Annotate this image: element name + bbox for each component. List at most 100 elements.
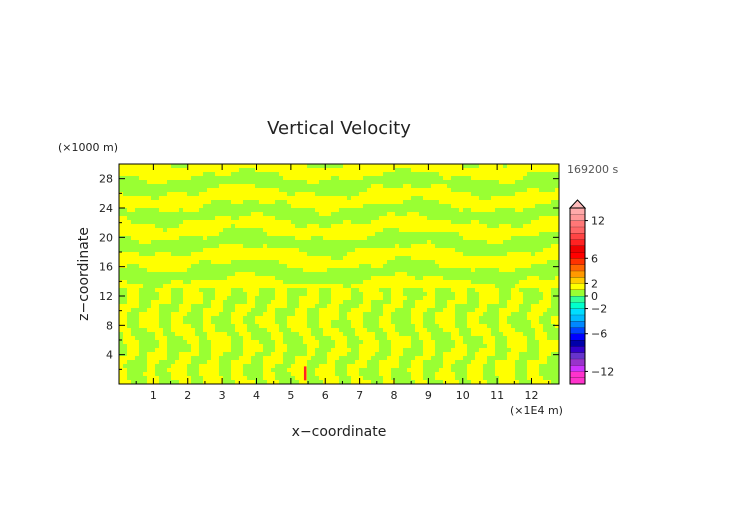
heatmap-cell bbox=[171, 380, 176, 385]
heatmap-cell bbox=[335, 196, 340, 201]
heatmap-cell bbox=[271, 340, 276, 345]
heatmap-cell bbox=[447, 184, 452, 189]
heatmap-cell bbox=[171, 364, 176, 369]
heatmap-cell bbox=[391, 372, 396, 377]
heatmap-cell bbox=[459, 344, 464, 349]
heatmap-cell bbox=[243, 184, 248, 189]
heatmap-cell bbox=[251, 236, 256, 241]
heatmap-cell bbox=[467, 260, 472, 265]
heatmap-cell bbox=[259, 308, 264, 313]
heatmap-cell bbox=[215, 344, 220, 349]
heatmap-cell bbox=[123, 260, 128, 265]
heatmap-cell bbox=[327, 180, 332, 185]
heatmap-cell bbox=[255, 200, 260, 205]
heatmap-cell bbox=[299, 356, 304, 361]
heatmap-cell bbox=[163, 328, 168, 333]
heatmap-cell bbox=[235, 212, 240, 217]
heatmap-cell bbox=[335, 228, 340, 233]
heatmap-cell bbox=[375, 340, 380, 345]
heatmap-cell bbox=[235, 224, 240, 229]
heatmap-cell bbox=[271, 176, 276, 181]
heatmap-cell bbox=[215, 252, 220, 257]
heatmap-cell bbox=[283, 176, 288, 181]
heatmap-cell bbox=[355, 296, 360, 301]
heatmap-cell bbox=[279, 172, 284, 177]
heatmap-cell bbox=[283, 220, 288, 225]
heatmap-cell bbox=[251, 376, 256, 381]
heatmap-cell bbox=[235, 188, 240, 193]
heatmap-cell bbox=[323, 204, 328, 209]
heatmap-cell bbox=[195, 364, 200, 369]
heatmap-cell bbox=[299, 184, 304, 189]
heatmap-cell bbox=[215, 260, 220, 265]
heatmap-cell bbox=[351, 284, 356, 289]
heatmap-cell bbox=[419, 308, 424, 313]
heatmap-cell bbox=[291, 224, 296, 229]
heatmap-cell bbox=[187, 276, 192, 281]
heatmap-cell bbox=[387, 348, 392, 353]
heatmap-cell bbox=[219, 236, 224, 241]
heatmap-cell bbox=[303, 356, 308, 361]
heatmap-cell bbox=[195, 244, 200, 249]
heatmap-cell bbox=[307, 264, 312, 269]
heatmap-cell bbox=[219, 196, 224, 201]
heatmap-cell bbox=[287, 288, 292, 293]
heatmap-cell bbox=[159, 376, 164, 381]
heatmap-cell bbox=[207, 348, 212, 353]
heatmap-cell bbox=[131, 188, 136, 193]
heatmap-cell bbox=[435, 268, 440, 273]
heatmap-cell bbox=[143, 356, 148, 361]
heatmap-cell bbox=[287, 356, 292, 361]
heatmap-cell bbox=[443, 364, 448, 369]
heatmap-cell bbox=[223, 340, 228, 345]
heatmap-cell bbox=[147, 268, 152, 273]
heatmap-cell bbox=[295, 260, 300, 265]
heatmap-cell bbox=[459, 320, 464, 325]
heatmap-cell bbox=[471, 236, 476, 241]
heatmap-cell bbox=[251, 360, 256, 365]
heatmap-cell bbox=[267, 316, 272, 321]
heatmap-cell bbox=[147, 368, 152, 373]
heatmap-cell bbox=[191, 336, 196, 341]
heatmap-cell bbox=[127, 276, 132, 281]
heatmap-cell bbox=[251, 244, 256, 249]
heatmap-cell bbox=[295, 380, 300, 385]
heatmap-cell bbox=[179, 284, 184, 289]
heatmap-cell bbox=[163, 268, 168, 273]
heatmap-cell bbox=[239, 260, 244, 265]
heatmap-cell bbox=[351, 188, 356, 193]
heatmap-cell bbox=[383, 168, 388, 173]
heatmap-cell bbox=[251, 340, 256, 345]
heatmap-cell bbox=[351, 368, 356, 373]
heatmap-cell bbox=[303, 340, 308, 345]
heatmap-cell bbox=[403, 312, 408, 317]
heatmap-cell bbox=[331, 204, 336, 209]
heatmap-cell bbox=[359, 276, 364, 281]
heatmap-cell bbox=[407, 224, 412, 229]
heatmap-cell bbox=[395, 276, 400, 281]
heatmap-cell bbox=[119, 368, 124, 373]
heatmap-cell bbox=[427, 344, 432, 349]
heatmap-cell bbox=[283, 288, 288, 293]
heatmap-cell bbox=[247, 352, 252, 357]
heatmap-cell bbox=[183, 200, 188, 205]
heatmap-cell bbox=[479, 280, 484, 285]
heatmap-cell bbox=[187, 380, 192, 385]
heatmap-cell bbox=[311, 248, 316, 253]
heatmap-cell bbox=[431, 340, 436, 345]
heatmap-cell bbox=[467, 344, 472, 349]
heatmap-cell bbox=[267, 188, 272, 193]
heatmap-cell bbox=[315, 172, 320, 177]
heatmap-cell bbox=[263, 380, 268, 385]
heatmap-cell bbox=[431, 316, 436, 321]
heatmap-cell bbox=[147, 240, 152, 245]
heatmap-cell bbox=[267, 184, 272, 189]
heatmap-cell bbox=[315, 164, 320, 169]
heatmap-cell bbox=[371, 272, 376, 277]
heatmap-cell bbox=[431, 176, 436, 181]
heatmap-cell bbox=[143, 344, 148, 349]
heatmap-cell bbox=[419, 340, 424, 345]
heatmap-cell bbox=[347, 312, 352, 317]
heatmap-cell bbox=[351, 248, 356, 253]
heatmap-cell bbox=[247, 208, 252, 213]
